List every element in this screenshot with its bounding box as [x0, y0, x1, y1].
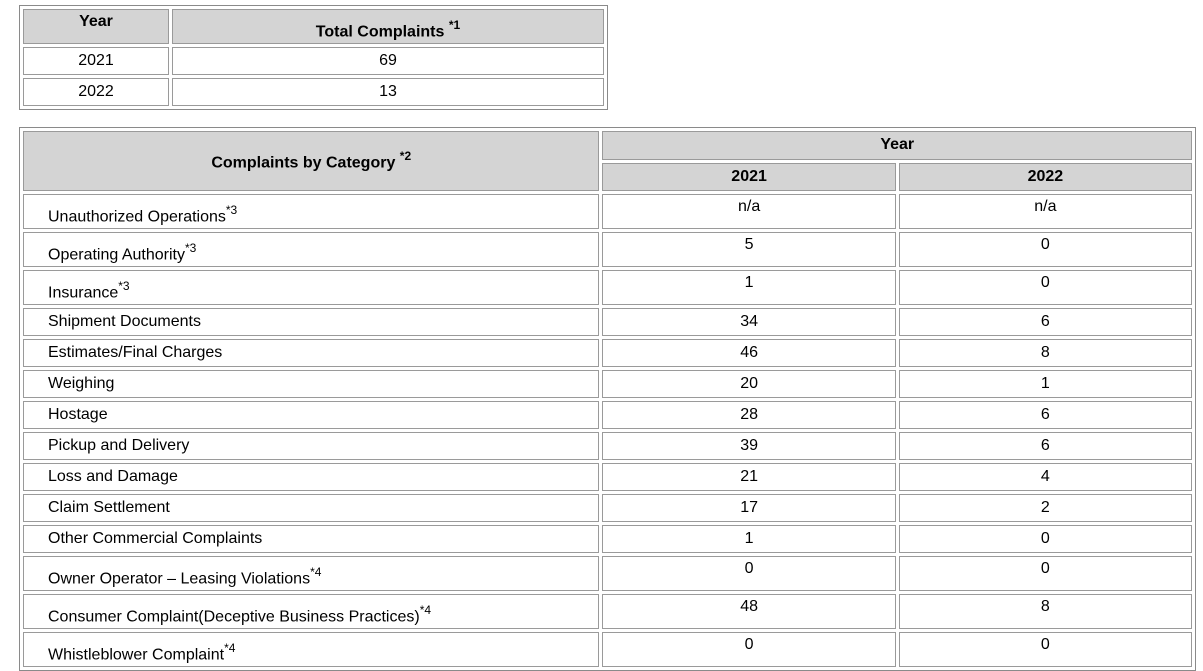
totals-total-header-label: Total Complaints	[315, 23, 445, 40]
value-2021-cell: n/a	[602, 194, 896, 229]
value-2022-cell: 1	[898, 370, 1192, 398]
table-row: Other Commercial Complaints 1 0	[23, 525, 1192, 553]
footnote-marker: *1	[448, 17, 461, 32]
value-2021-cell: 5	[602, 232, 896, 267]
table-row: Whistleblower Complaint*4 0 0	[23, 632, 1192, 667]
category-label-cell: Claim Settlement	[23, 494, 600, 522]
footnote-marker: *4	[224, 640, 236, 655]
footnote-marker: *4	[419, 602, 432, 617]
value-2021-cell: 46	[602, 339, 896, 367]
value-2022-cell: 0	[898, 232, 1192, 267]
value-2021-cell: 0	[602, 556, 896, 591]
table-row: Owner Operator – Leasing Violations*4 0 0	[23, 556, 1192, 591]
table-row: Consumer Complaint(Deceptive Business Pr…	[23, 594, 1192, 629]
value-2022-cell: 0	[898, 525, 1192, 553]
category-label: Operating Authority	[48, 246, 185, 263]
year-2021-header: 2021	[602, 162, 896, 191]
value-2022-cell: n/a	[898, 194, 1192, 229]
value-2021-cell: 1	[602, 525, 896, 553]
category-label: Weighing	[48, 375, 115, 392]
value-2021-cell: 48	[602, 594, 896, 629]
table-row: Claim Settlement 17 2	[23, 494, 1192, 522]
category-label-cell: Consumer Complaint(Deceptive Business Pr…	[23, 594, 600, 629]
value-2022-cell: 8	[898, 339, 1192, 367]
table-row: 2022 13	[23, 78, 604, 106]
value-2021-cell: 0	[602, 632, 896, 667]
value-2022-cell: 2	[898, 494, 1192, 522]
table-row: Insurance*3 1 0	[23, 270, 1192, 305]
value-2021-cell: 28	[602, 401, 896, 429]
value-2022-cell: 0	[898, 556, 1192, 591]
category-label-cell: Whistleblower Complaint*4	[23, 632, 600, 667]
table-row: 2021 69	[23, 47, 604, 75]
category-label-cell: Loss and Damage	[23, 463, 600, 491]
category-label-cell: Operating Authority*3	[23, 232, 600, 267]
value-2021-cell: 21	[602, 463, 896, 491]
category-label: Consumer Complaint(Deceptive Business Pr…	[48, 608, 420, 625]
category-label-cell: Weighing	[23, 370, 600, 398]
total-complaints-table: Year Total Complaints *1 2021 69 2022 13	[19, 5, 608, 110]
table-row: Weighing 20 1	[23, 370, 1192, 398]
table-row: Pickup and Delivery 39 6	[23, 432, 1192, 460]
category-header: Complaints by Category *2	[23, 131, 600, 191]
category-label: Insurance	[48, 284, 119, 301]
table-row: Shipment Documents 34 6	[23, 308, 1192, 336]
category-label: Shipment Documents	[48, 313, 201, 330]
category-label-cell: Hostage	[23, 401, 600, 429]
footnote-marker: *4	[310, 564, 322, 579]
footnote-marker: *3	[118, 278, 130, 293]
year-group-header: Year	[602, 131, 1192, 160]
category-label-cell: Owner Operator – Leasing Violations*4	[23, 556, 600, 591]
category-label: Estimates/Final Charges	[48, 344, 223, 361]
footnote-marker: *3	[184, 240, 197, 255]
value-2022-cell: 6	[898, 401, 1192, 429]
category-label: Loss and Damage	[48, 468, 178, 485]
category-header-label: Complaints by Category	[211, 154, 396, 172]
category-label-cell: Estimates/Final Charges	[23, 339, 600, 367]
category-header-row: Complaints by Category *2 Year	[23, 131, 1192, 191]
footnote-marker: *2	[399, 148, 412, 163]
category-label: Unauthorized Operations	[48, 208, 226, 225]
totals-header-row: Year Total Complaints *1	[23, 9, 604, 44]
totals-year-cell: 2021	[23, 47, 169, 75]
value-2022-cell: 6	[898, 432, 1192, 460]
totals-year-cell: 2022	[23, 78, 169, 106]
category-rows: Unauthorized Operations*3 n/a n/a Operating…	[23, 194, 1192, 667]
value-2022-cell: 0	[898, 632, 1192, 667]
value-2021-cell: 20	[602, 370, 896, 398]
value-2022-cell: 8	[898, 594, 1192, 629]
category-label: Pickup and Delivery	[48, 437, 190, 454]
category-label-cell: Other Commercial Complaints	[23, 525, 600, 553]
year-subheader-row: 2021 2022	[23, 162, 1192, 191]
value-2021-cell: 34	[602, 308, 896, 336]
table-row: Unauthorized Operations*3 n/a n/a	[23, 194, 1192, 229]
footnote-marker: *3	[225, 202, 238, 217]
year-2022-header: 2022	[898, 162, 1192, 191]
totals-year-header-label: Year	[79, 13, 113, 30]
category-label: Owner Operator – Leasing Violations	[48, 570, 311, 587]
totals-total-cell: 13	[172, 78, 604, 106]
value-2021-cell: 1	[602, 270, 896, 305]
value-2022-cell: 6	[898, 308, 1192, 336]
category-label: Hostage	[48, 406, 108, 423]
table-row: Operating Authority*3 5 0	[23, 232, 1192, 267]
category-label-cell: Unauthorized Operations*3	[23, 194, 600, 229]
table-row: Estimates/Final Charges 46 8	[23, 339, 1192, 367]
value-2022-cell: 0	[898, 270, 1192, 305]
category-label-cell: Pickup and Delivery	[23, 432, 600, 460]
totals-total-cell: 69	[172, 47, 604, 75]
value-2021-cell: 39	[602, 432, 896, 460]
category-label: Other Commercial Complaints	[48, 530, 263, 547]
table-row: Hostage 28 6	[23, 401, 1192, 429]
value-2022-cell: 4	[898, 463, 1192, 491]
totals-year-header: Year	[23, 9, 169, 44]
totals-total-header: Total Complaints *1	[172, 9, 604, 44]
table-row: Loss and Damage 21 4	[23, 463, 1192, 491]
category-label-cell: Shipment Documents	[23, 308, 600, 336]
category-label: Claim Settlement	[48, 499, 170, 516]
complaints-by-category-table: Complaints by Category *2 Year 2021 2022…	[19, 127, 1196, 671]
value-2021-cell: 17	[602, 494, 896, 522]
category-label-cell: Insurance*3	[23, 270, 600, 305]
